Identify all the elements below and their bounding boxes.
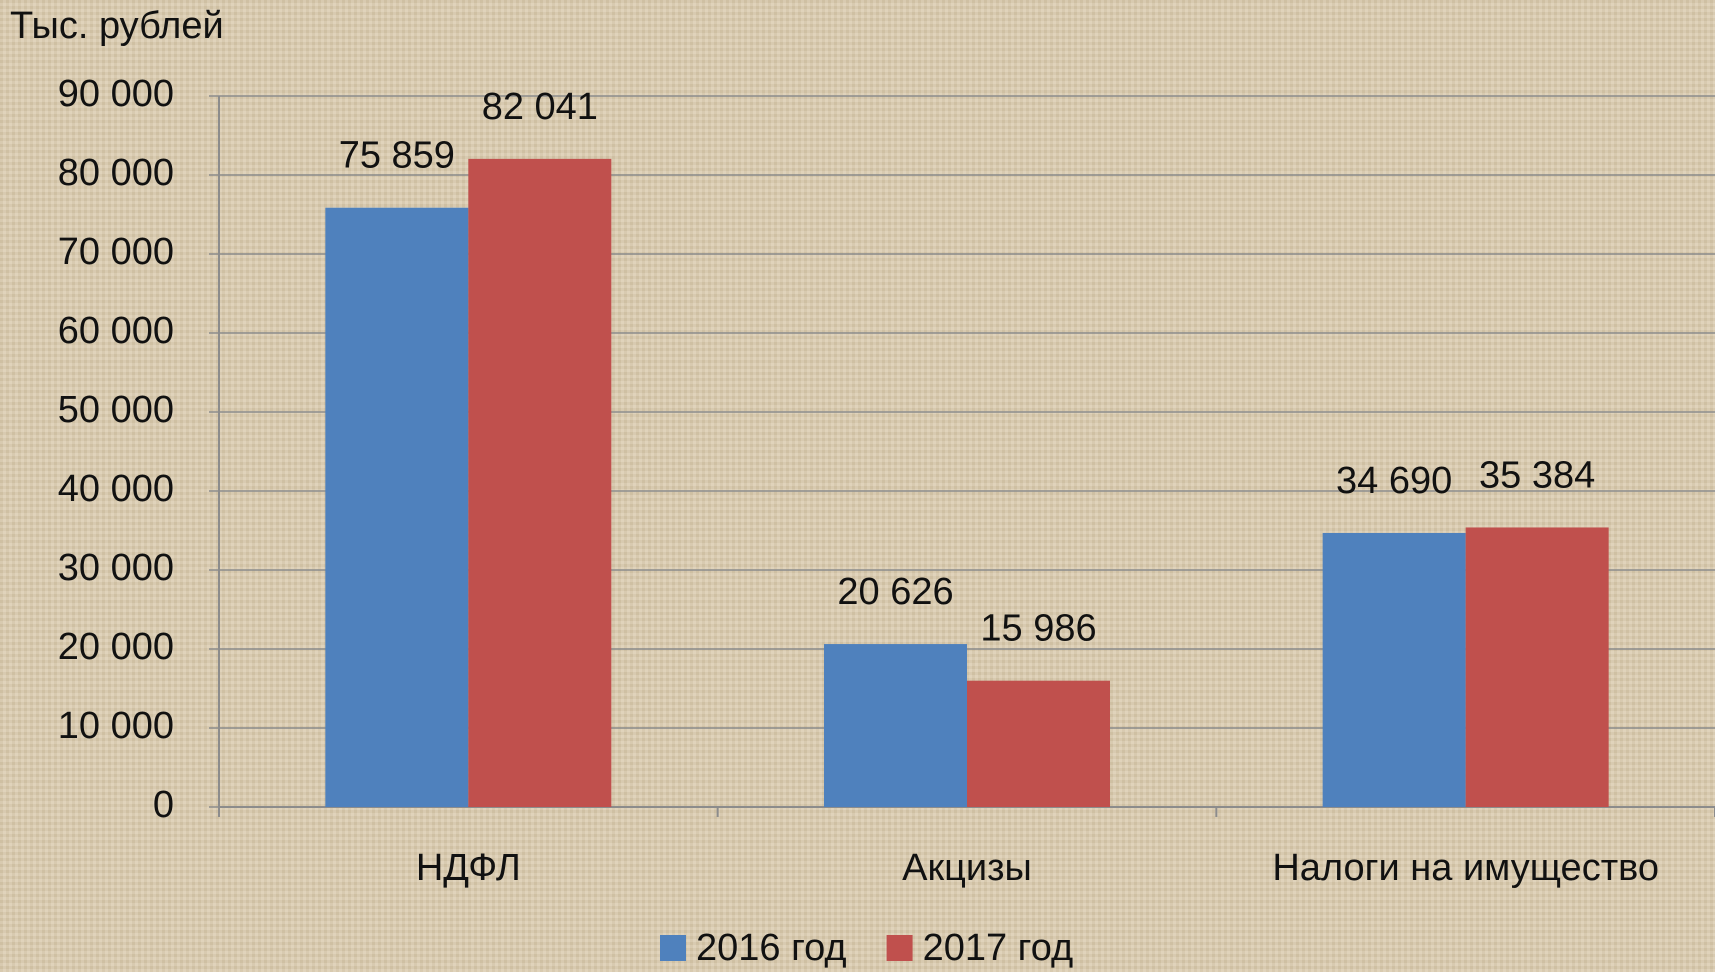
value-label: 20 626 xyxy=(837,571,953,613)
bar xyxy=(967,680,1110,807)
legend-swatch xyxy=(660,935,686,961)
value-label: 15 986 xyxy=(980,608,1096,650)
legend-label: 2017 год xyxy=(923,927,1074,969)
y-axis-label: Тыс. рублей xyxy=(10,5,224,47)
value-label: 35 384 xyxy=(1479,454,1595,496)
y-tick-label: 10 000 xyxy=(58,705,174,747)
x-tick-label: НДФЛ xyxy=(416,847,521,889)
bar xyxy=(1465,527,1609,807)
x-tick-label: Налоги на имущество xyxy=(1272,847,1659,889)
value-label: 34 690 xyxy=(1336,460,1452,502)
y-tick-label: 90 000 xyxy=(58,73,174,115)
y-tick-label: 60 000 xyxy=(58,310,174,352)
y-tick-label: 20 000 xyxy=(58,626,174,668)
y-tick-label: 80 000 xyxy=(58,152,174,194)
value-label: 75 859 xyxy=(339,135,455,177)
bar xyxy=(1322,532,1466,807)
bar xyxy=(824,644,967,807)
legend-label: 2016 год xyxy=(696,927,847,969)
bar xyxy=(468,158,612,807)
y-tick-label: 30 000 xyxy=(58,547,174,589)
y-tick-label: 50 000 xyxy=(58,389,174,431)
bar xyxy=(325,207,469,808)
y-tick-label: 70 000 xyxy=(58,231,174,273)
x-tick-label: Акцизы xyxy=(902,847,1032,889)
value-label: 82 041 xyxy=(482,86,598,128)
y-tick-label: 0 xyxy=(153,784,174,826)
y-tick-label: 40 000 xyxy=(58,468,174,510)
legend-swatch xyxy=(886,935,913,961)
